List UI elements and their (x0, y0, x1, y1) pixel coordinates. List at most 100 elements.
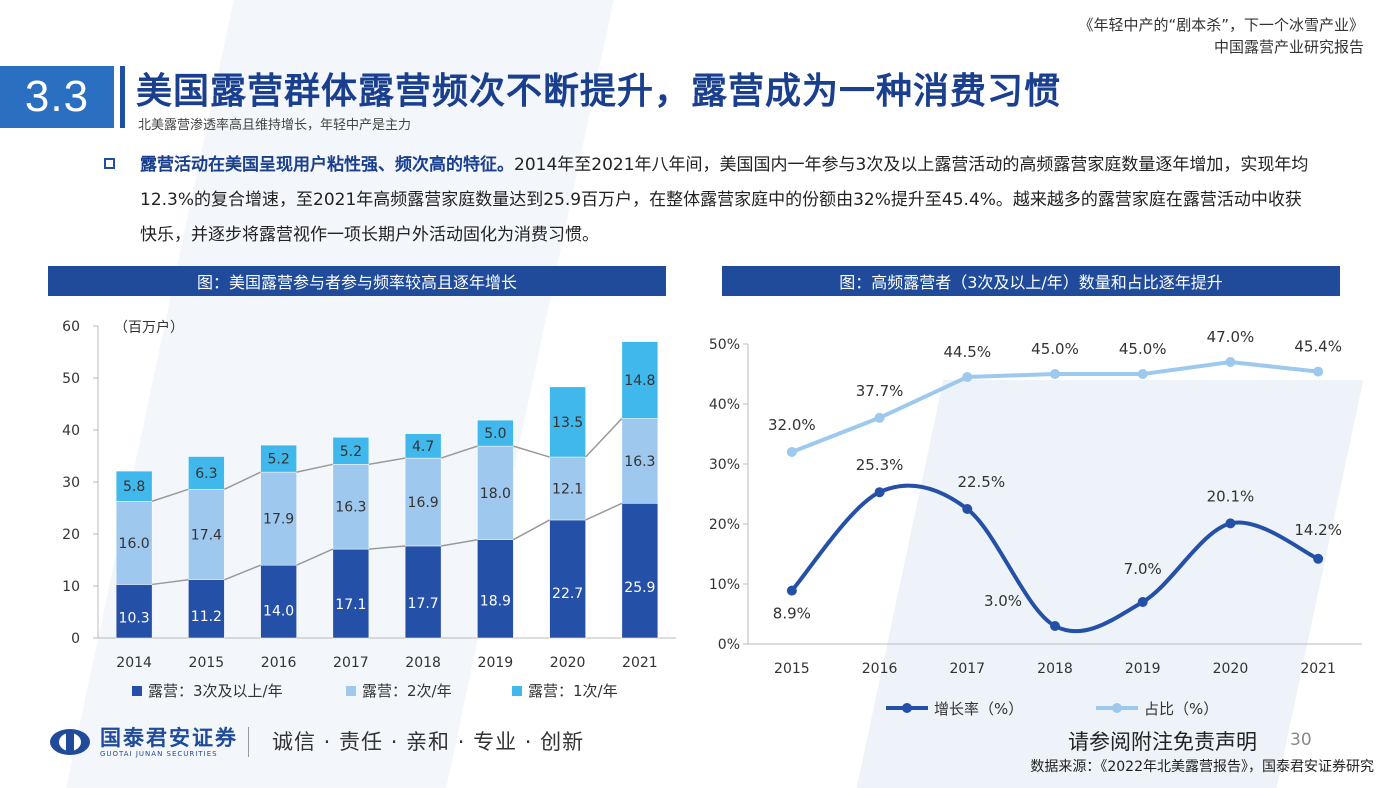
report-title: 《年轻中产的“剧本杀”，下一个冰雪产业》 (1078, 16, 1364, 34)
disclaimer-text: 请参阅附注免责声明 (1068, 730, 1257, 754)
data-point (1313, 553, 1324, 564)
company-slogan: 诚信 · 责任 · 亲和 · 专业 · 创新 (272, 730, 585, 754)
company-logo-icon (50, 729, 90, 755)
bar-data-label: 5.0 (484, 426, 506, 442)
stacked-bar-chart: 0 10 20 30 40 50 60 （百万户） 10.3 16.0 5.8 2014 11.2 17.… (62, 319, 676, 700)
y-tick-label: 10% (709, 577, 740, 593)
bar-segment (260, 564, 297, 639)
x-tick-label: 2021 (1300, 661, 1336, 677)
company-logo: 国泰君安证券 GUOTAI JUNAN SECURITIES (48, 726, 249, 758)
x-tick-label: 2019 (478, 655, 514, 671)
data-point (874, 412, 885, 423)
x-tick-label: 2021 (622, 655, 658, 671)
bar-segment (621, 341, 659, 419)
paragraph-body: 2014年至2021年八年间，美国国内一年参与3次及以上露营活动的高频露营家庭数… (140, 155, 1309, 245)
company-name: 国泰君安证券 (100, 726, 238, 750)
bar-segment (549, 456, 586, 521)
bar-segment (188, 489, 225, 581)
data-point (1225, 357, 1236, 367)
bar-data-label: 16.3 (624, 454, 655, 470)
x-tick-label: 2018 (405, 655, 441, 671)
bar-data-label: 6.3 (195, 466, 217, 482)
data-label: 47.0% (1207, 328, 1255, 346)
page-subtitle: 北美露营渗透率高且维持增长，年轻中产是主力 (138, 118, 412, 133)
data-point (1225, 518, 1236, 529)
bar-segment (549, 386, 586, 458)
data-label: 32.0% (768, 416, 816, 434)
chart2-title: 图：高频露营者（3次及以上/年）数量和占比逐年提升 (722, 266, 1340, 296)
x-tick-label: 2020 (550, 655, 586, 671)
bar-data-label: 16.0 (119, 536, 150, 552)
legend-label: 占比（%） (1144, 700, 1218, 718)
legend-swatch (346, 686, 356, 696)
bar-data-label: 22.7 (552, 586, 583, 602)
section-number: 3.3 (0, 66, 114, 128)
bar-segment (188, 579, 225, 639)
legend-swatch (132, 686, 142, 696)
bar-data-label: 5.2 (267, 452, 289, 468)
data-label: 37.7% (856, 382, 904, 400)
bar-data-label: 5.2 (340, 444, 362, 460)
summary-paragraph: 露营活动在美国呈现用户粘性强、频次高的特征。2014年至2021年八年间，美国国… (140, 148, 1315, 253)
bar-segment (332, 548, 370, 639)
data-label: 22.5% (957, 473, 1005, 491)
data-label: 45.0% (1119, 340, 1167, 358)
title-accent-bar (120, 66, 125, 128)
bar-segment (260, 471, 297, 566)
data-point (1050, 621, 1060, 631)
data-point (874, 487, 885, 498)
bar-segment (621, 418, 659, 504)
y-tick-label: 20% (709, 517, 740, 533)
legend-swatch (512, 686, 522, 696)
y-tick-label: 30 (62, 475, 80, 491)
data-point (962, 372, 973, 382)
x-tick-label: 2017 (949, 661, 985, 677)
bar-segment (477, 445, 514, 540)
legend-marker (902, 703, 912, 713)
data-label: 14.2% (1294, 521, 1342, 539)
data-point (786, 585, 797, 596)
legend-label: 露营：2次/年 (362, 682, 452, 700)
company-name-en: GUOTAI JUNAN SECURITIES (100, 750, 218, 758)
x-tick-label: 2015 (189, 655, 225, 671)
x-tick-label: 2014 (116, 655, 152, 671)
series-line (790, 483, 1319, 634)
bar-data-label: 12.1 (552, 482, 583, 498)
data-label: 44.5% (943, 343, 991, 361)
x-tick-label: 2017 (333, 655, 369, 671)
bar-segment (260, 444, 297, 473)
x-tick-label: 2016 (862, 661, 898, 677)
bar-segment (477, 539, 514, 639)
bar-data-label: 17.7 (408, 596, 439, 612)
bar-segment (332, 437, 370, 465)
x-tick-label: 2015 (774, 661, 810, 677)
data-label: 25.3% (856, 456, 904, 474)
y-tick-label: 50 (62, 371, 80, 387)
data-label: 20.1% (1207, 487, 1255, 505)
bar-segment (115, 584, 153, 639)
page-title: 美国露营群体露营频次不断提升，露营成为一种消费习惯 (136, 71, 1062, 112)
x-tick-label: 2020 (1213, 661, 1249, 677)
y-tick-label: 0% (718, 637, 740, 653)
y-tick-label: 20 (62, 527, 80, 543)
report-header: 《年轻中产的“剧本杀”，下一个冰雪产业》 中国露营产业研究报告 (1078, 14, 1364, 58)
bar-data-label: 17.4 (191, 528, 222, 544)
data-label: 8.9% (773, 605, 811, 623)
data-point (1137, 369, 1148, 379)
data-label: 45.0% (1031, 340, 1079, 358)
footer-divider (248, 727, 249, 757)
chart1-title: 图：美国露营参与者参与频率较高且逐年增长 (48, 266, 666, 296)
bar-segment (115, 470, 153, 502)
bar-segment (188, 456, 225, 490)
bar-segment (477, 419, 514, 447)
bar-data-label: 25.9 (624, 580, 655, 596)
page-number: 30 (1290, 730, 1312, 750)
bar-data-label: 17.1 (335, 597, 366, 613)
bar-data-label: 11.2 (191, 609, 222, 625)
y-tick-label: 40 (62, 423, 80, 439)
bar-segment (621, 503, 659, 639)
legend-label: 增长率（%） (934, 700, 1023, 718)
bar-segment (404, 545, 442, 639)
data-point (962, 504, 973, 514)
data-label: 3.0% (984, 592, 1022, 610)
